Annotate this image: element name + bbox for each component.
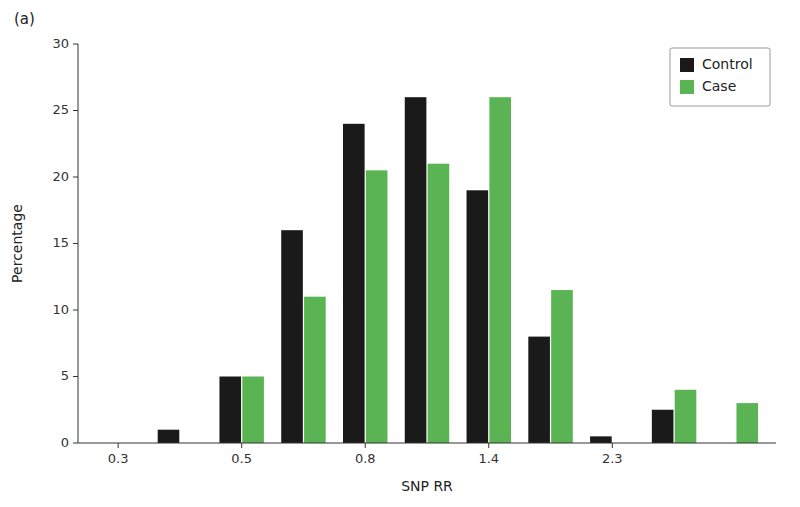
bar (343, 124, 365, 443)
y-tick-label: 5 (61, 368, 69, 383)
bar (428, 164, 450, 443)
bar (219, 377, 241, 444)
bar (405, 97, 427, 443)
axes: 0 5 10 15 20 25 30 0.3 0.5 0.8 1.4 2.3 (52, 36, 776, 467)
bar (281, 230, 303, 443)
y-tick-label: 25 (52, 102, 69, 117)
legend: Control Case (670, 48, 770, 106)
legend-swatch (680, 58, 694, 72)
y-tick-label: 20 (52, 169, 69, 184)
y-tick-label: 10 (52, 302, 69, 317)
x-tick (241, 443, 242, 448)
bar (590, 436, 612, 443)
bar (366, 170, 388, 443)
x-tick (612, 443, 613, 448)
bar (675, 390, 697, 443)
x-axis-label: SNP RR (401, 478, 453, 494)
y-tick (73, 110, 78, 111)
y-tick-label: 30 (52, 36, 69, 51)
chart-container: 0 5 10 15 20 25 30 0.3 0.5 0.8 1.4 2.3 SNP RR Percent… (0, 0, 800, 507)
bar (304, 297, 326, 443)
x-tick-label: 0.8 (355, 451, 376, 466)
x-tick-label: 0.5 (231, 451, 252, 466)
bar (551, 290, 573, 443)
y-tick-label: 15 (52, 235, 69, 250)
bar (158, 430, 180, 443)
y-tick (73, 443, 78, 444)
bar (489, 97, 511, 443)
x-tick (488, 443, 489, 448)
bar (528, 337, 550, 443)
bar (652, 410, 674, 443)
x-tick (118, 443, 119, 448)
legend-label: Case (702, 78, 736, 94)
x-tick-label: 0.3 (108, 451, 129, 466)
legend-box (670, 48, 770, 106)
x-tick-label: 1.4 (478, 451, 499, 466)
y-axis-label: Percentage (9, 204, 25, 283)
y-tick (73, 243, 78, 244)
title: (a) (14, 10, 35, 28)
legend-swatch (680, 80, 694, 94)
bar (467, 190, 489, 443)
bar (736, 403, 758, 443)
x-tick-label: 2.3 (602, 451, 623, 466)
bars (158, 97, 758, 443)
y-tick (73, 376, 78, 377)
y-tick (73, 310, 78, 311)
x-tick (365, 443, 366, 448)
bar (242, 377, 264, 444)
x-axis-line (78, 443, 776, 444)
y-tick (73, 177, 78, 178)
y-tick (73, 44, 78, 45)
y-tick-label: 0 (61, 435, 69, 450)
legend-label: Control (702, 56, 753, 72)
chart-svg: 0 5 10 15 20 25 30 0.3 0.5 0.8 1.4 2.3 SNP RR Percent… (0, 0, 800, 507)
